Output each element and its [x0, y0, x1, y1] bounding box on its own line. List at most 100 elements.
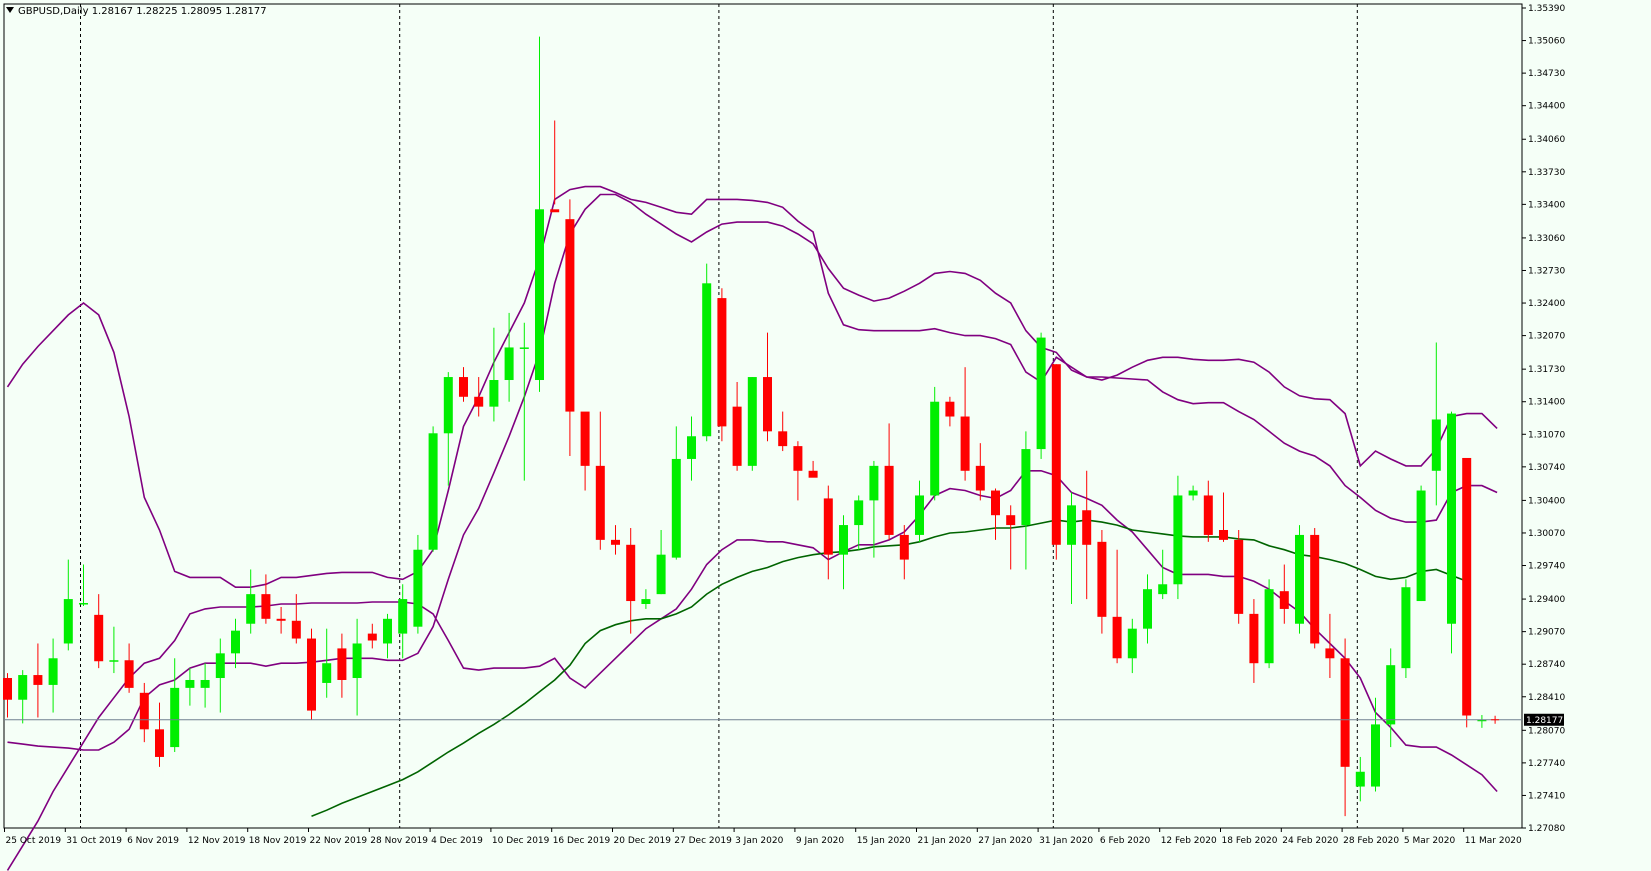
candle-body — [1340, 658, 1350, 767]
x-tick-label: 27 Jan 2020 — [978, 836, 1032, 846]
candle — [307, 628, 316, 720]
x-tick-label: 12 Nov 2019 — [188, 836, 246, 846]
x-tick-label: 31 Jan 2020 — [1039, 836, 1093, 846]
candle — [443, 372, 453, 486]
candle-body — [793, 446, 803, 471]
candle-body — [854, 500, 864, 526]
candle — [1340, 638, 1350, 817]
candle — [1295, 525, 1304, 634]
candle — [823, 485, 833, 580]
candle-body — [124, 660, 134, 688]
candle-body — [519, 347, 529, 349]
x-tick-label: 25 Oct 2019 — [6, 836, 62, 846]
candle-body — [1051, 364, 1061, 545]
x-tick-label: 27 Dec 2019 — [674, 836, 732, 846]
candle-body — [398, 599, 408, 634]
candle-body — [732, 406, 742, 466]
candle-body — [1462, 457, 1472, 716]
candle — [687, 416, 696, 481]
candle — [367, 623, 377, 649]
candle-body — [960, 416, 970, 471]
candle — [261, 574, 271, 624]
candle — [231, 618, 240, 669]
y-tick-label: 1.30740 — [1528, 463, 1565, 473]
candle-body — [1249, 613, 1259, 664]
candle-body — [215, 653, 225, 679]
candle-body — [1416, 490, 1426, 602]
candle — [1447, 411, 1456, 654]
candle — [337, 633, 347, 698]
candle-body — [1082, 510, 1092, 545]
candle — [626, 528, 636, 634]
y-tick-label: 1.27740 — [1528, 759, 1565, 769]
candle-body — [261, 594, 271, 619]
x-tick-label: 18 Feb 2020 — [1222, 836, 1278, 846]
candle-body — [717, 298, 727, 427]
dropdown-triangle-icon[interactable] — [6, 7, 14, 13]
candle-body — [307, 638, 316, 711]
candle — [109, 626, 119, 674]
candle-body — [489, 380, 499, 407]
candle-body — [1021, 449, 1031, 526]
candle — [1158, 549, 1168, 600]
x-tick-label: 3 Jan 2020 — [735, 836, 783, 846]
candle — [869, 460, 879, 558]
x-tick-label: 6 Feb 2020 — [1100, 836, 1151, 846]
candle-body — [1325, 648, 1335, 659]
candle-body — [1158, 584, 1168, 595]
candle — [1067, 492, 1076, 605]
candle-body — [474, 396, 484, 407]
candle — [641, 589, 651, 609]
candle — [611, 525, 620, 555]
candle-body — [459, 377, 468, 397]
candle-body — [1279, 591, 1289, 609]
candle — [717, 288, 727, 442]
candle-body — [580, 411, 590, 466]
candle — [1325, 613, 1335, 679]
candle — [1082, 470, 1092, 600]
candle — [1264, 579, 1274, 669]
candle-body — [155, 729, 164, 757]
y-tick-label: 1.32730 — [1528, 266, 1565, 276]
candle — [1006, 505, 1016, 570]
candle — [793, 441, 803, 501]
candle-body — [337, 648, 347, 680]
candle — [79, 564, 88, 606]
candle-body — [352, 643, 362, 679]
candle-body — [641, 599, 651, 605]
candle-body — [139, 692, 149, 730]
candle — [170, 658, 180, 753]
candle-body — [33, 675, 43, 685]
candle-body — [778, 431, 788, 447]
candle-body — [322, 663, 332, 683]
y-tick-label: 1.31400 — [1528, 398, 1565, 408]
ohlc-values: 1.28167 1.28225 1.28095 1.28177 — [91, 6, 267, 17]
y-tick-label: 1.33400 — [1528, 200, 1565, 210]
candle-body — [367, 633, 377, 641]
x-tick-label: 21 Jan 2020 — [918, 836, 972, 846]
candle — [975, 443, 985, 501]
y-tick-label: 1.34060 — [1528, 135, 1565, 145]
candle-body — [504, 347, 514, 381]
candle-body — [808, 470, 818, 478]
candle-body — [1386, 665, 1396, 725]
x-tick-label: 28 Nov 2019 — [370, 836, 428, 846]
plot-frame — [3, 3, 1523, 829]
candle-body — [1219, 529, 1228, 540]
candle-body — [383, 618, 392, 644]
candle-body — [276, 618, 286, 621]
x-tick-label: 18 Nov 2019 — [249, 836, 307, 846]
current-price-label: 1.28177 — [1526, 716, 1563, 726]
bollinger-middle-line — [7, 193, 1498, 751]
y-tick-label: 1.32070 — [1528, 332, 1565, 342]
candle — [808, 460, 818, 478]
x-tick-label: 20 Dec 2019 — [614, 836, 672, 846]
candle-body — [246, 594, 256, 624]
candle — [899, 525, 909, 580]
candle — [1021, 431, 1031, 570]
y-tick-label: 1.31730 — [1528, 365, 1565, 375]
candle-body — [1097, 541, 1107, 617]
candle-body — [1173, 495, 1183, 585]
